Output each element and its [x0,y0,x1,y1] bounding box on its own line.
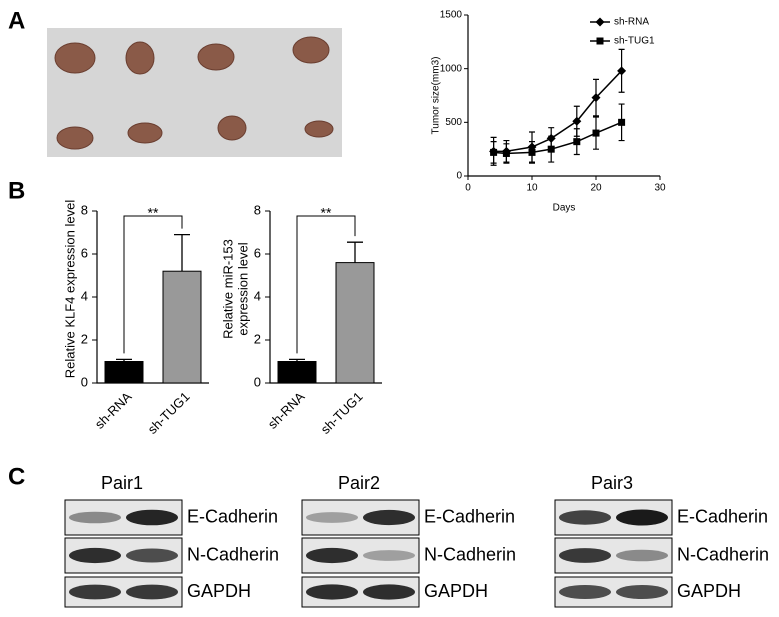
line [493,121,622,155]
blot-band [616,549,668,562]
band-label: E-Cadherin [424,506,515,526]
y-tick-label: 0 [456,171,462,182]
blot-band [126,509,178,526]
blot-band [559,585,611,599]
band-label: N-Cadherin [424,544,516,564]
blot-band [306,584,358,600]
line [493,70,623,153]
blot-band [363,584,415,600]
blot-title: Pair1 [101,473,143,493]
panel-label: B [8,177,25,204]
legend-label: sh-TUG1 [614,36,655,47]
y-tick-label: 2 [254,331,261,346]
blot-frame [554,537,673,574]
legend-label: sh-RNA [614,17,649,28]
marker [502,149,510,157]
error-bar [347,241,363,263]
band-label: N-Cadherin [677,544,769,564]
y-tick-label: 1000 [440,63,463,74]
y-tick-label: 8 [81,202,88,217]
band-label: GAPDH [187,581,251,601]
panel-label: C [8,463,25,490]
x-tick-label: 30 [654,183,666,194]
blot-band [69,511,121,524]
band-label: E-Cadherin [187,506,278,526]
significance-label: ** [321,205,332,221]
y-axis-label: Relative KLF4 expression level [62,200,77,379]
bar [277,361,317,384]
error-bar [116,358,132,362]
blot-title: Pair3 [591,473,633,493]
blot-title: Pair2 [338,473,380,493]
significance-bracket [123,215,183,354]
band-label: N-Cadherin [187,544,279,564]
y-axis-label: Relative miR-153 [220,239,235,339]
marker [592,129,600,137]
band-label: E-Cadherin [677,506,768,526]
x-tick-label: sh-RNA [265,389,308,432]
y-tick-label: 500 [445,117,462,128]
x-axis-label: Days [553,203,576,214]
y-tick-label: 6 [81,245,88,260]
y-tick-label: 0 [254,374,261,389]
band-label: GAPDH [677,581,741,601]
x-tick-label: 0 [465,183,471,194]
blot-band [559,510,611,525]
significance-bracket [296,215,356,354]
marker [617,66,627,76]
error-bar [289,358,305,362]
blot-band [363,509,415,526]
x-tick-label: sh-TUG1 [145,389,193,437]
legend-marker [596,37,604,45]
blot-band [363,550,415,561]
y-tick-label: 2 [81,331,88,346]
significance-label: ** [148,205,159,221]
x-tick-label: 10 [526,183,538,194]
marker [573,138,581,146]
blot-band [69,584,121,600]
blot-band [306,547,358,564]
y-tick-label: 4 [254,288,261,303]
x-tick-label: sh-TUG1 [318,389,366,437]
blot-band [306,512,358,523]
blot-band [616,509,668,526]
panel-label: A [8,7,25,34]
blot-band [126,584,178,600]
marker [528,148,536,156]
bar [335,262,375,384]
y-tick-label: 0 [81,374,88,389]
band-label: GAPDH [424,581,488,601]
blot-band [616,585,668,599]
blot-band [69,547,121,564]
y-tick-label: 8 [254,202,261,217]
y-tick-label: 4 [81,288,88,303]
bar [162,270,202,384]
marker [547,145,555,153]
blot-band [126,548,178,563]
marker [572,116,582,126]
x-tick-label: 20 [590,183,602,194]
x-tick-label: sh-RNA [92,389,135,432]
tumor-photo [47,28,342,157]
error-bar [174,234,190,272]
marker [618,118,626,126]
marker [591,93,601,103]
marker [490,148,498,156]
y-axis-label: Tumor size(mm3) [431,57,442,135]
blot-band [559,548,611,563]
legend-marker [595,17,605,27]
bar [104,361,144,384]
y-axis-label: expression level [235,242,250,335]
y-tick-label: 6 [254,245,261,260]
y-tick-label: 1500 [440,10,463,21]
